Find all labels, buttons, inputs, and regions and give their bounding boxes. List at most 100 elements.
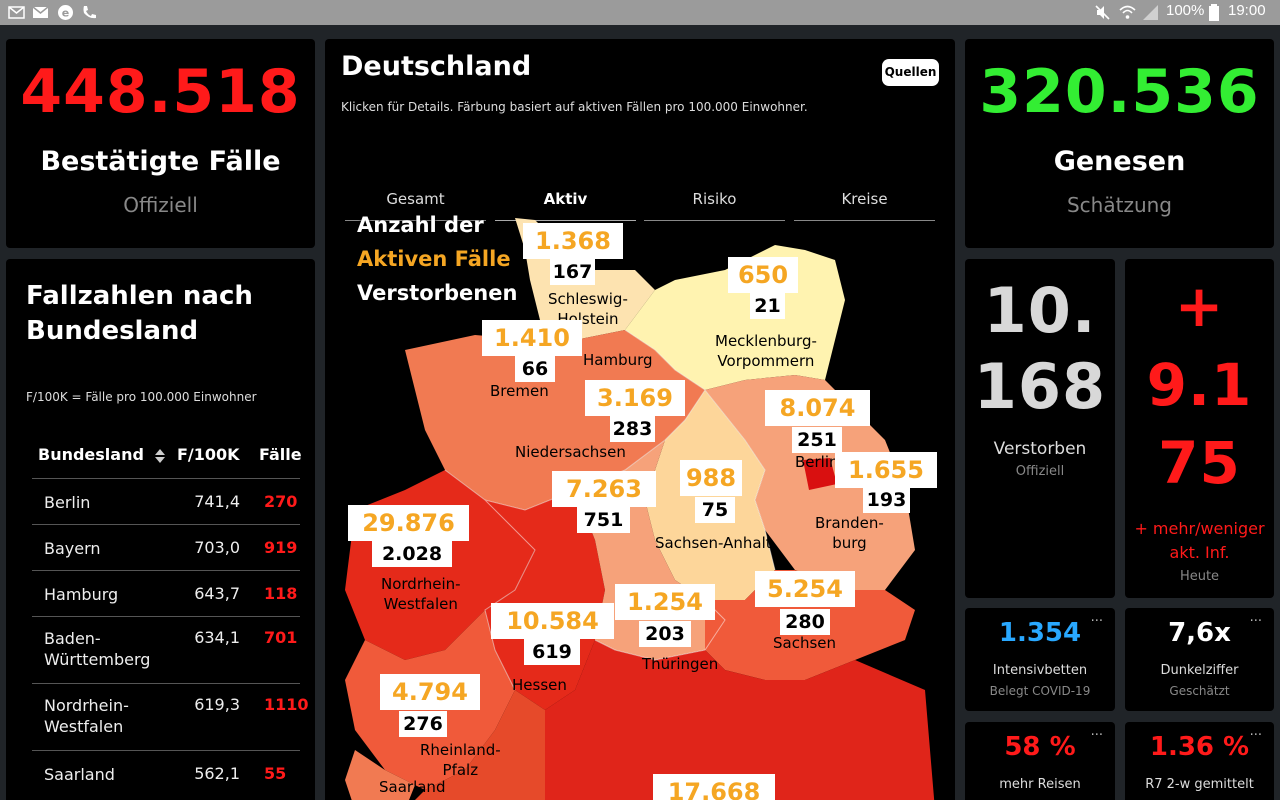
legend-line1: Anzahl der (357, 213, 484, 237)
state-deaths-label[interactable]: 276 (399, 711, 447, 737)
region-niedersachsen[interactable] (405, 330, 705, 510)
state-active-cases-label[interactable]: 988 (680, 460, 742, 496)
travel-card[interactable]: ... 58 % mehr Reisen (965, 722, 1115, 800)
state-deaths-label[interactable]: 2.028 (372, 541, 452, 567)
row-state-name-line1: Saarland (44, 765, 115, 784)
state-active-cases-label[interactable]: 29.876 (348, 505, 469, 541)
table-title-line2: Bundesland (26, 316, 199, 346)
icu-more-icon[interactable]: ... (1090, 610, 1103, 625)
icu-card[interactable]: ... 1.354 Intensivbetten Belegt COVID-19 (965, 608, 1115, 711)
state-active-cases-label[interactable]: 8.074 (765, 390, 870, 426)
state-deaths-label[interactable]: 751 (577, 507, 630, 533)
browser-e-icon: e (58, 5, 73, 20)
sort-icon[interactable] (154, 448, 166, 464)
state-active-cases-label[interactable]: 1.655 (835, 452, 937, 488)
region-bayern[interactable] (545, 640, 935, 800)
sources-button[interactable]: Quellen (882, 59, 939, 86)
header-state[interactable]: Bundesland (38, 445, 166, 464)
clock: 19:00 (1228, 2, 1266, 19)
tab-kreise[interactable]: Kreise (794, 181, 935, 221)
state-deaths-label[interactable]: 193 (863, 487, 910, 513)
state-active-cases-label[interactable]: 10.584 (491, 603, 614, 639)
row-cases: 55 (264, 764, 287, 783)
region-berlin[interactable] (803, 458, 837, 490)
germany-map-card: Deutschland Quellen Klicken für Details.… (325, 39, 955, 800)
state-active-cases-label[interactable]: 7.263 (552, 471, 656, 507)
deaths-card[interactable]: 10. 168 Verstorben Offiziell (965, 259, 1115, 598)
state-deaths-label[interactable]: 251 (792, 427, 842, 453)
table-row[interactable]: Saarland 562,1 55 (32, 750, 300, 796)
state-active-cases-label[interactable]: 3.169 (585, 380, 685, 416)
delta-line2: 9.1 (1146, 351, 1253, 419)
map-title: Deutschland (341, 51, 532, 82)
icu-label: Intensivbetten (992, 663, 1088, 678)
map-borders (444, 329, 776, 691)
table-row[interactable]: Nordrhein- Westfalen 619,3 1110 (32, 683, 309, 750)
table-row[interactable]: Berlin 741,4 270 (32, 478, 300, 524)
header-cases[interactable]: Fälle (259, 445, 302, 464)
state-deaths-label[interactable]: 21 (750, 293, 785, 319)
state-name-line2: Pfalz (442, 761, 479, 779)
tab-risiko[interactable]: Risiko (644, 181, 785, 221)
battery-icon (1209, 4, 1219, 21)
tab-gesamt[interactable]: Gesamt (345, 181, 486, 221)
state-name-label: Thüringen (642, 654, 718, 674)
state-deaths-label[interactable]: 280 (780, 609, 830, 635)
row-f100: 741,4 (194, 492, 240, 511)
battery-percent: 100% (1166, 2, 1205, 19)
state-deaths-label[interactable]: 283 (610, 416, 655, 442)
state-active-cases-label[interactable]: 650 (728, 257, 798, 293)
email-icon (32, 6, 49, 18)
row-state-name: Hamburg (44, 584, 118, 605)
dark-figure-card[interactable]: ... 7,6x Dunkelziffer Geschätzt (1125, 608, 1274, 711)
row-state-name: Berlin (44, 492, 90, 513)
state-deaths-label[interactable]: 75 (695, 497, 735, 523)
state-deaths-label[interactable]: 167 (550, 259, 595, 285)
state-deaths-label[interactable]: 66 (515, 356, 555, 382)
row-state-name: Nordrhein- Westfalen (44, 695, 129, 737)
state-active-cases-label[interactable]: 1.254 (615, 584, 715, 620)
header-state-label: Bundesland (38, 445, 144, 464)
state-active-cases-label[interactable]: 1.410 (482, 320, 582, 356)
header-f100[interactable]: F/100K (177, 445, 240, 464)
state-active-cases-label[interactable]: 4.794 (380, 674, 480, 710)
r7-more-icon[interactable]: ... (1249, 724, 1262, 739)
row-f100: 643,7 (194, 584, 240, 603)
state-name-line2: Westfalen (383, 595, 458, 613)
state-active-cases-label[interactable]: 5.254 (755, 571, 855, 607)
state-active-cases-label[interactable]: 17.668 (653, 774, 775, 800)
state-name-line2: Vorpommern (717, 352, 815, 370)
recovered-value: 320.536 (979, 57, 1260, 127)
delta-sub: Heute (1179, 569, 1220, 584)
map-description: Klicken für Details. Färbung basiert auf… (341, 100, 808, 114)
r7-card[interactable]: ... 1.36 % R7 2-w gemittelt (1125, 722, 1274, 800)
row-state-name-line1: Hamburg (44, 585, 119, 604)
state-active-cases-label[interactable]: 1.368 (523, 223, 623, 259)
region-saarland[interactable] (345, 750, 415, 800)
dark-label: Dunkelziffer (1160, 663, 1239, 678)
travel-more-icon[interactable]: ... (1090, 724, 1103, 739)
row-state-name-line2: Westfalen (44, 717, 124, 736)
delta-infections-card[interactable]: + 9.1 75 + mehr/weniger akt. Inf. Heute (1125, 259, 1274, 598)
travel-label: mehr Reisen (999, 777, 1081, 792)
phone-icon (83, 6, 96, 19)
state-name-label: Saarland (379, 777, 445, 797)
table-row[interactable]: Baden- Württemberg 634,1 701 (32, 616, 300, 683)
row-cases: 270 (264, 492, 298, 511)
region-baden-wuerttemberg[interactable] (405, 690, 545, 800)
confirmed-cases-card[interactable]: 448.518 Bestätigte Fälle Offiziell (6, 39, 315, 248)
wifi-icon (1119, 5, 1136, 19)
table-title-line1: Fallzahlen nach (26, 281, 253, 311)
dark-more-icon[interactable]: ... (1249, 610, 1262, 625)
deaths-label: Verstorben (993, 439, 1087, 459)
state-name-line1: Bremen (490, 382, 549, 400)
state-deaths-label[interactable]: 619 (524, 639, 580, 665)
r7-label: R7 2-w gemittelt (1145, 777, 1254, 792)
state-deaths-label[interactable]: 203 (639, 621, 691, 647)
table-row[interactable]: Bayern 703,0 919 (32, 524, 300, 570)
state-name-label: Bremen (490, 381, 549, 401)
table-row[interactable]: Hamburg 643,7 118 (32, 570, 300, 616)
tab-aktiv[interactable]: Aktiv (495, 181, 636, 221)
state-name-label: Hessen (512, 675, 567, 695)
recovered-card[interactable]: 320.536 Genesen Schätzung (965, 39, 1274, 248)
